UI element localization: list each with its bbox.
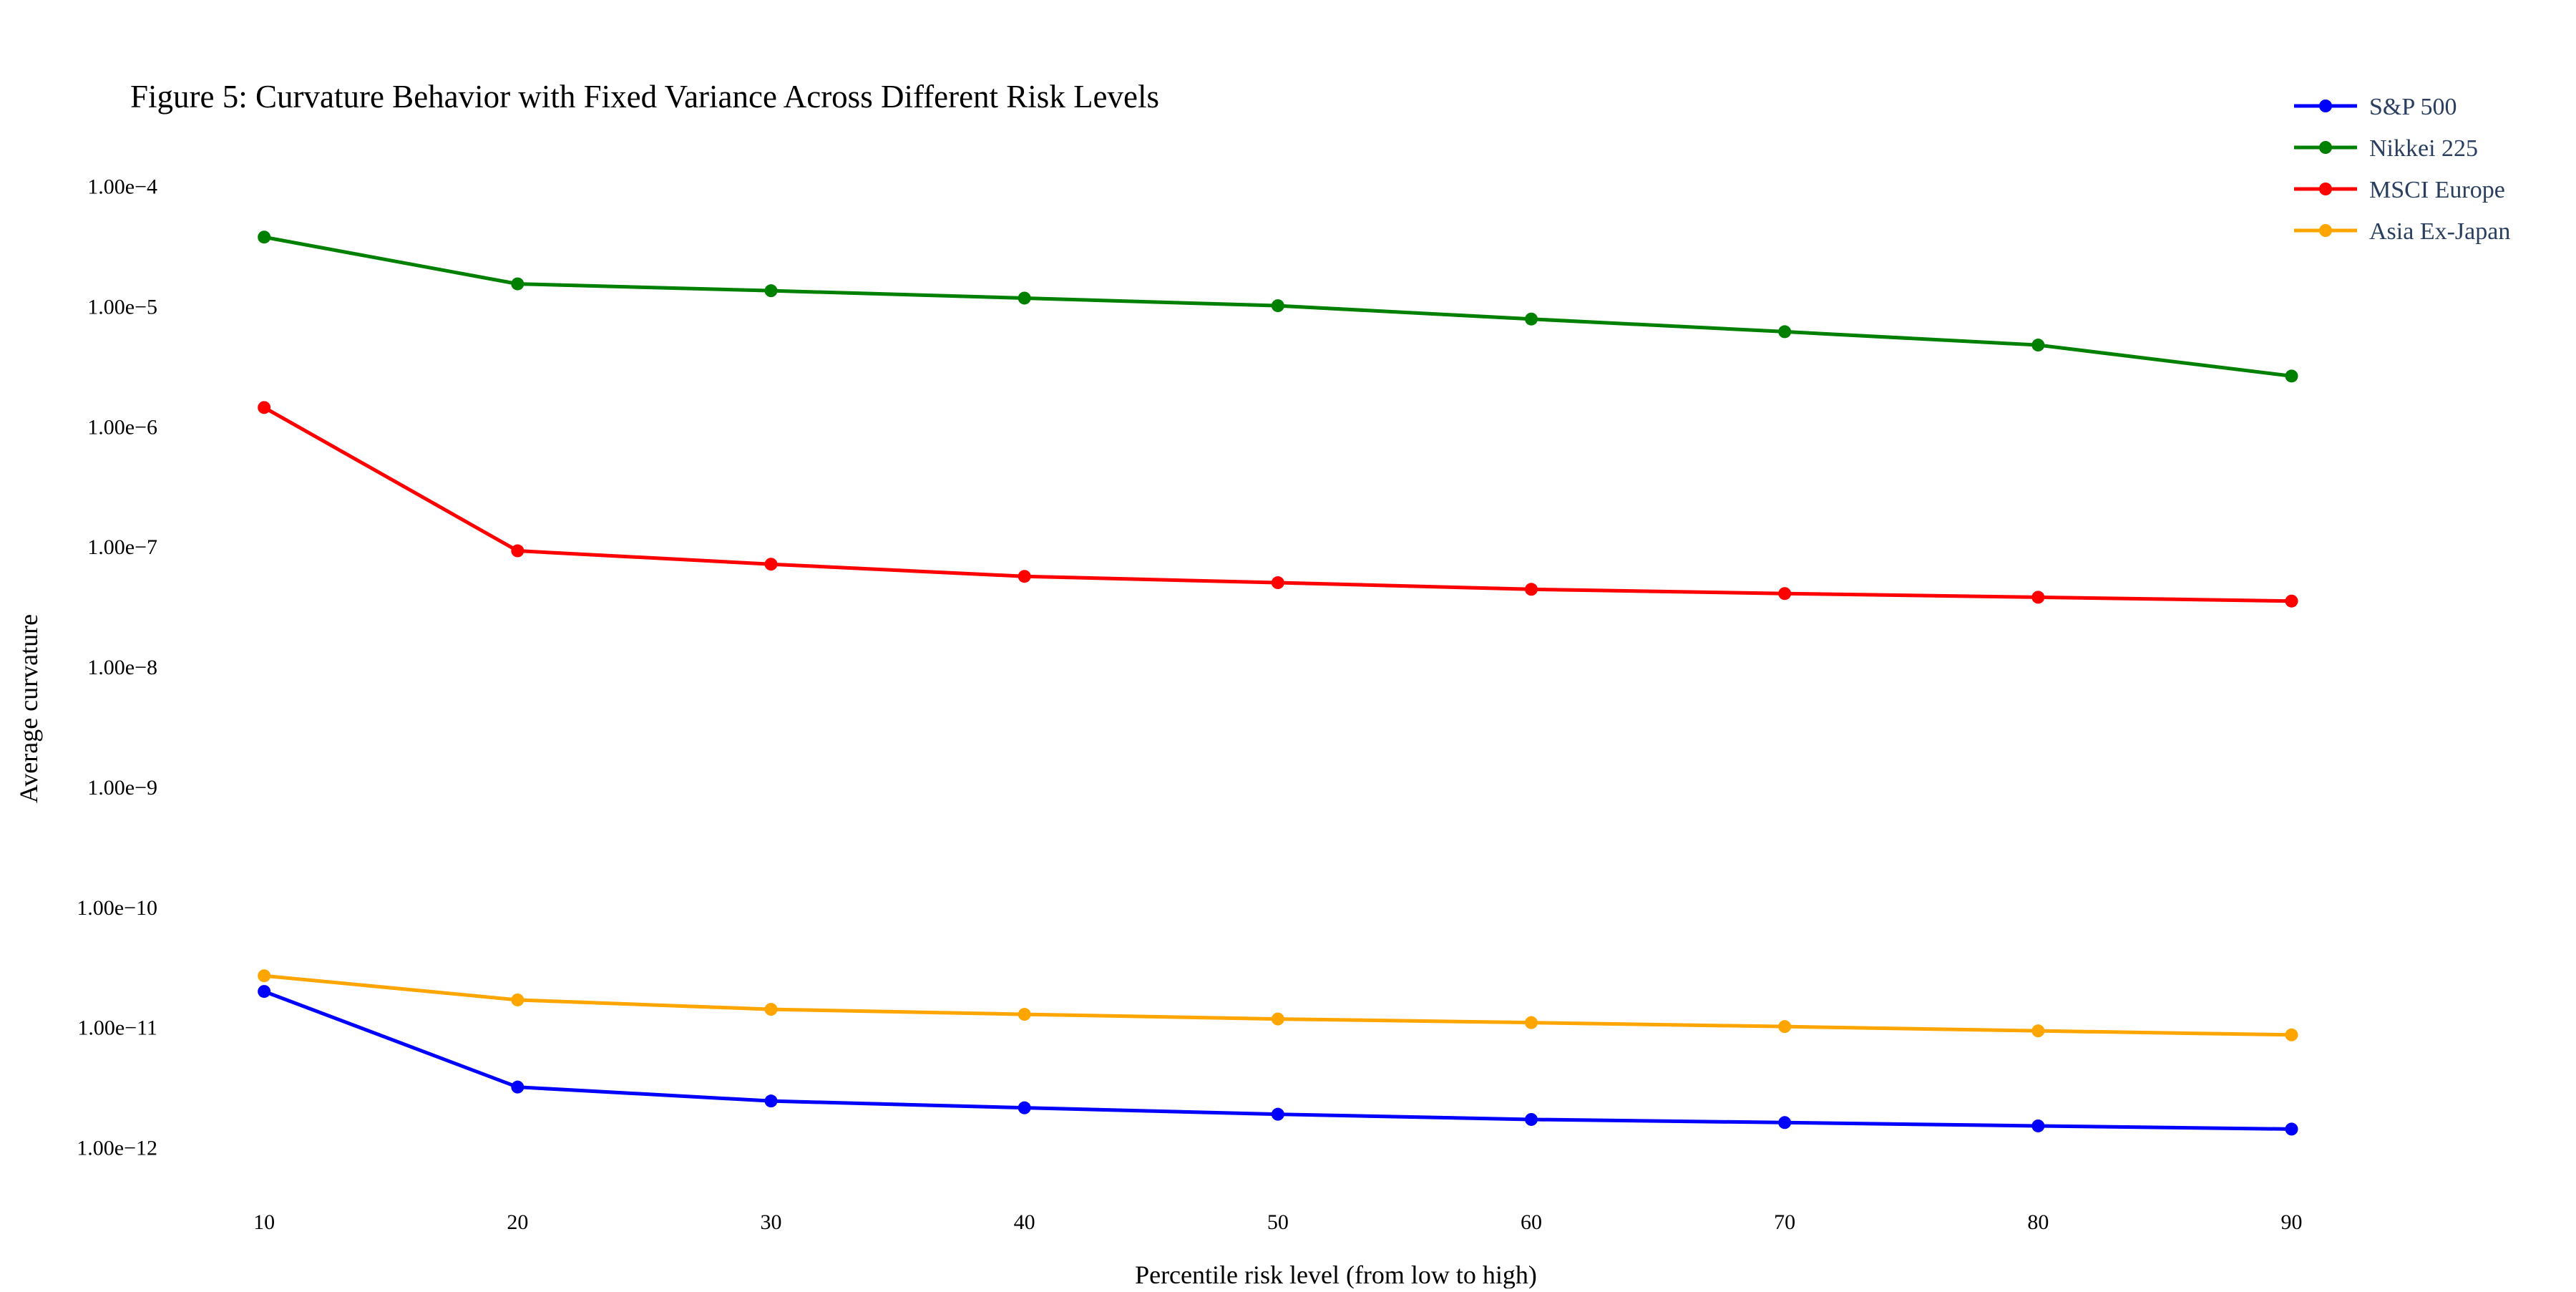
data-point [764, 558, 778, 571]
y-tick-label: 1.00e−7 [87, 535, 157, 559]
x-tick-label: 70 [1774, 1210, 1795, 1234]
data-point [1525, 1016, 1538, 1029]
y-tick-label: 1.00e−10 [77, 896, 157, 920]
y-tick-label: 1.00e−11 [77, 1016, 157, 1040]
legend-marker [2319, 224, 2332, 237]
data-point [764, 284, 778, 298]
legend-label: S&P 500 [2369, 94, 2457, 120]
x-axis-label: Percentile risk level (from low to high) [1135, 1261, 1537, 1288]
data-point [258, 401, 271, 414]
x-tick-label: 80 [2027, 1210, 2049, 1234]
data-point [1525, 312, 1538, 326]
legend-label: MSCI Europe [2369, 177, 2505, 203]
data-point [1778, 325, 1792, 339]
data-point [2285, 1028, 2298, 1041]
y-tick-label: 1.00e−4 [87, 175, 157, 199]
data-point [1271, 1107, 1284, 1121]
data-point [1018, 570, 1031, 583]
data-point [1271, 299, 1284, 313]
data-point [1018, 291, 1031, 305]
series-group [258, 969, 2298, 1041]
legend-marker [2319, 99, 2332, 112]
series-layer [258, 230, 2298, 1136]
data-point [2031, 1119, 2045, 1132]
y-tick-label: 1.00e−5 [87, 296, 157, 319]
y-axis-ticks: 1.00e−4 1.00e−5 1.00e−6 1.00e−7 1.00e−8 1.00e… [77, 175, 157, 1160]
data-point [511, 544, 525, 558]
x-tick-label: 50 [1267, 1210, 1289, 1234]
data-point [1271, 1012, 1284, 1026]
data-point [511, 277, 525, 291]
legend-item[interactable]: MSCI Europe [2294, 177, 2505, 203]
x-axis-ticks: 10 20 30 40 50 60 70 80 90 [253, 1210, 2302, 1234]
data-point [1778, 587, 1792, 601]
data-point [258, 985, 271, 999]
legend: S&P 500 Nikkei 225 MSCI Europe Asia Ex-Japa… [2294, 94, 2510, 245]
data-point [1271, 576, 1284, 590]
data-point [2031, 591, 2045, 604]
legend-item[interactable]: S&P 500 [2294, 94, 2457, 120]
data-point [1778, 1116, 1792, 1130]
x-tick-label: 10 [253, 1210, 275, 1234]
data-point [1018, 1101, 1031, 1114]
x-tick-label: 30 [761, 1210, 782, 1234]
data-point [258, 230, 271, 244]
data-point [2031, 339, 2045, 352]
data-point [2285, 1122, 2298, 1136]
data-point [764, 1003, 778, 1016]
series-line [263, 406, 2292, 603]
data-point [1525, 1112, 1538, 1126]
legend-item[interactable]: Asia Ex-Japan [2294, 218, 2510, 245]
chart-title: Figure 5: Curvature Behavior with Fixed … [130, 79, 1159, 115]
data-point [1018, 1008, 1031, 1021]
y-tick-label: 1.00e−9 [87, 776, 157, 800]
data-point [2285, 594, 2298, 608]
x-tick-label: 40 [1014, 1210, 1035, 1234]
series-line [263, 973, 2292, 1037]
x-tick-label: 60 [1521, 1210, 1542, 1234]
y-axis-label: Average curvature [14, 614, 43, 803]
data-point [1778, 1020, 1792, 1034]
series-group [258, 230, 2298, 383]
legend-item[interactable]: Nikkei 225 [2294, 135, 2478, 162]
y-tick-label: 1.00e−12 [77, 1136, 157, 1160]
data-point [511, 1080, 525, 1094]
data-point [1525, 583, 1538, 596]
data-point [2285, 369, 2298, 383]
data-point [511, 993, 525, 1006]
legend-label: Asia Ex-Japan [2369, 218, 2510, 245]
x-tick-label: 20 [507, 1210, 528, 1234]
y-tick-label: 1.00e−8 [87, 656, 157, 679]
series-group [258, 401, 2298, 608]
data-point [764, 1094, 778, 1108]
y-tick-label: 1.00e−6 [87, 415, 157, 439]
legend-label: Nikkei 225 [2369, 135, 2478, 162]
x-tick-label: 90 [2281, 1210, 2303, 1234]
data-point [2031, 1024, 2045, 1038]
legend-marker [2319, 183, 2332, 195]
series-group [258, 985, 2298, 1136]
data-point [258, 969, 271, 983]
legend-marker [2319, 141, 2332, 154]
